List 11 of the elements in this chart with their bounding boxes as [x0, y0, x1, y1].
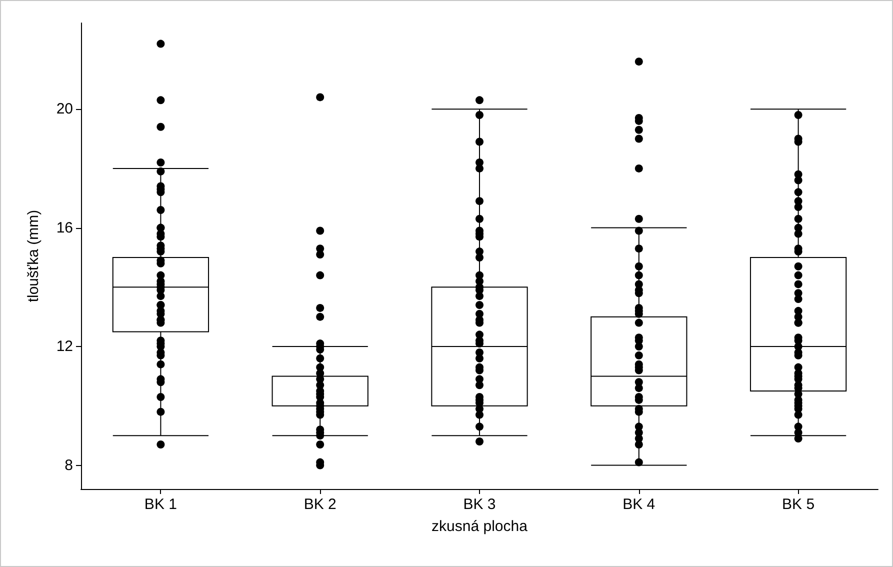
x-tick-label: BK 5 — [782, 496, 815, 513]
x-axis-title: zkusná plocha — [432, 518, 528, 535]
x-tick-label: BK 1 — [144, 496, 177, 513]
y-tick-label: 20 — [56, 100, 73, 118]
y-axis-title: tloušťka (mm) — [25, 210, 42, 302]
x-tick-label: BK 2 — [304, 496, 336, 513]
x-tick-label: BK 4 — [622, 496, 656, 513]
y-tick-label: 8 — [64, 456, 73, 474]
x-tick-label: BK 3 — [463, 496, 496, 513]
y-tick-label: 16 — [56, 219, 73, 236]
y-tick-label: 12 — [56, 338, 73, 356]
